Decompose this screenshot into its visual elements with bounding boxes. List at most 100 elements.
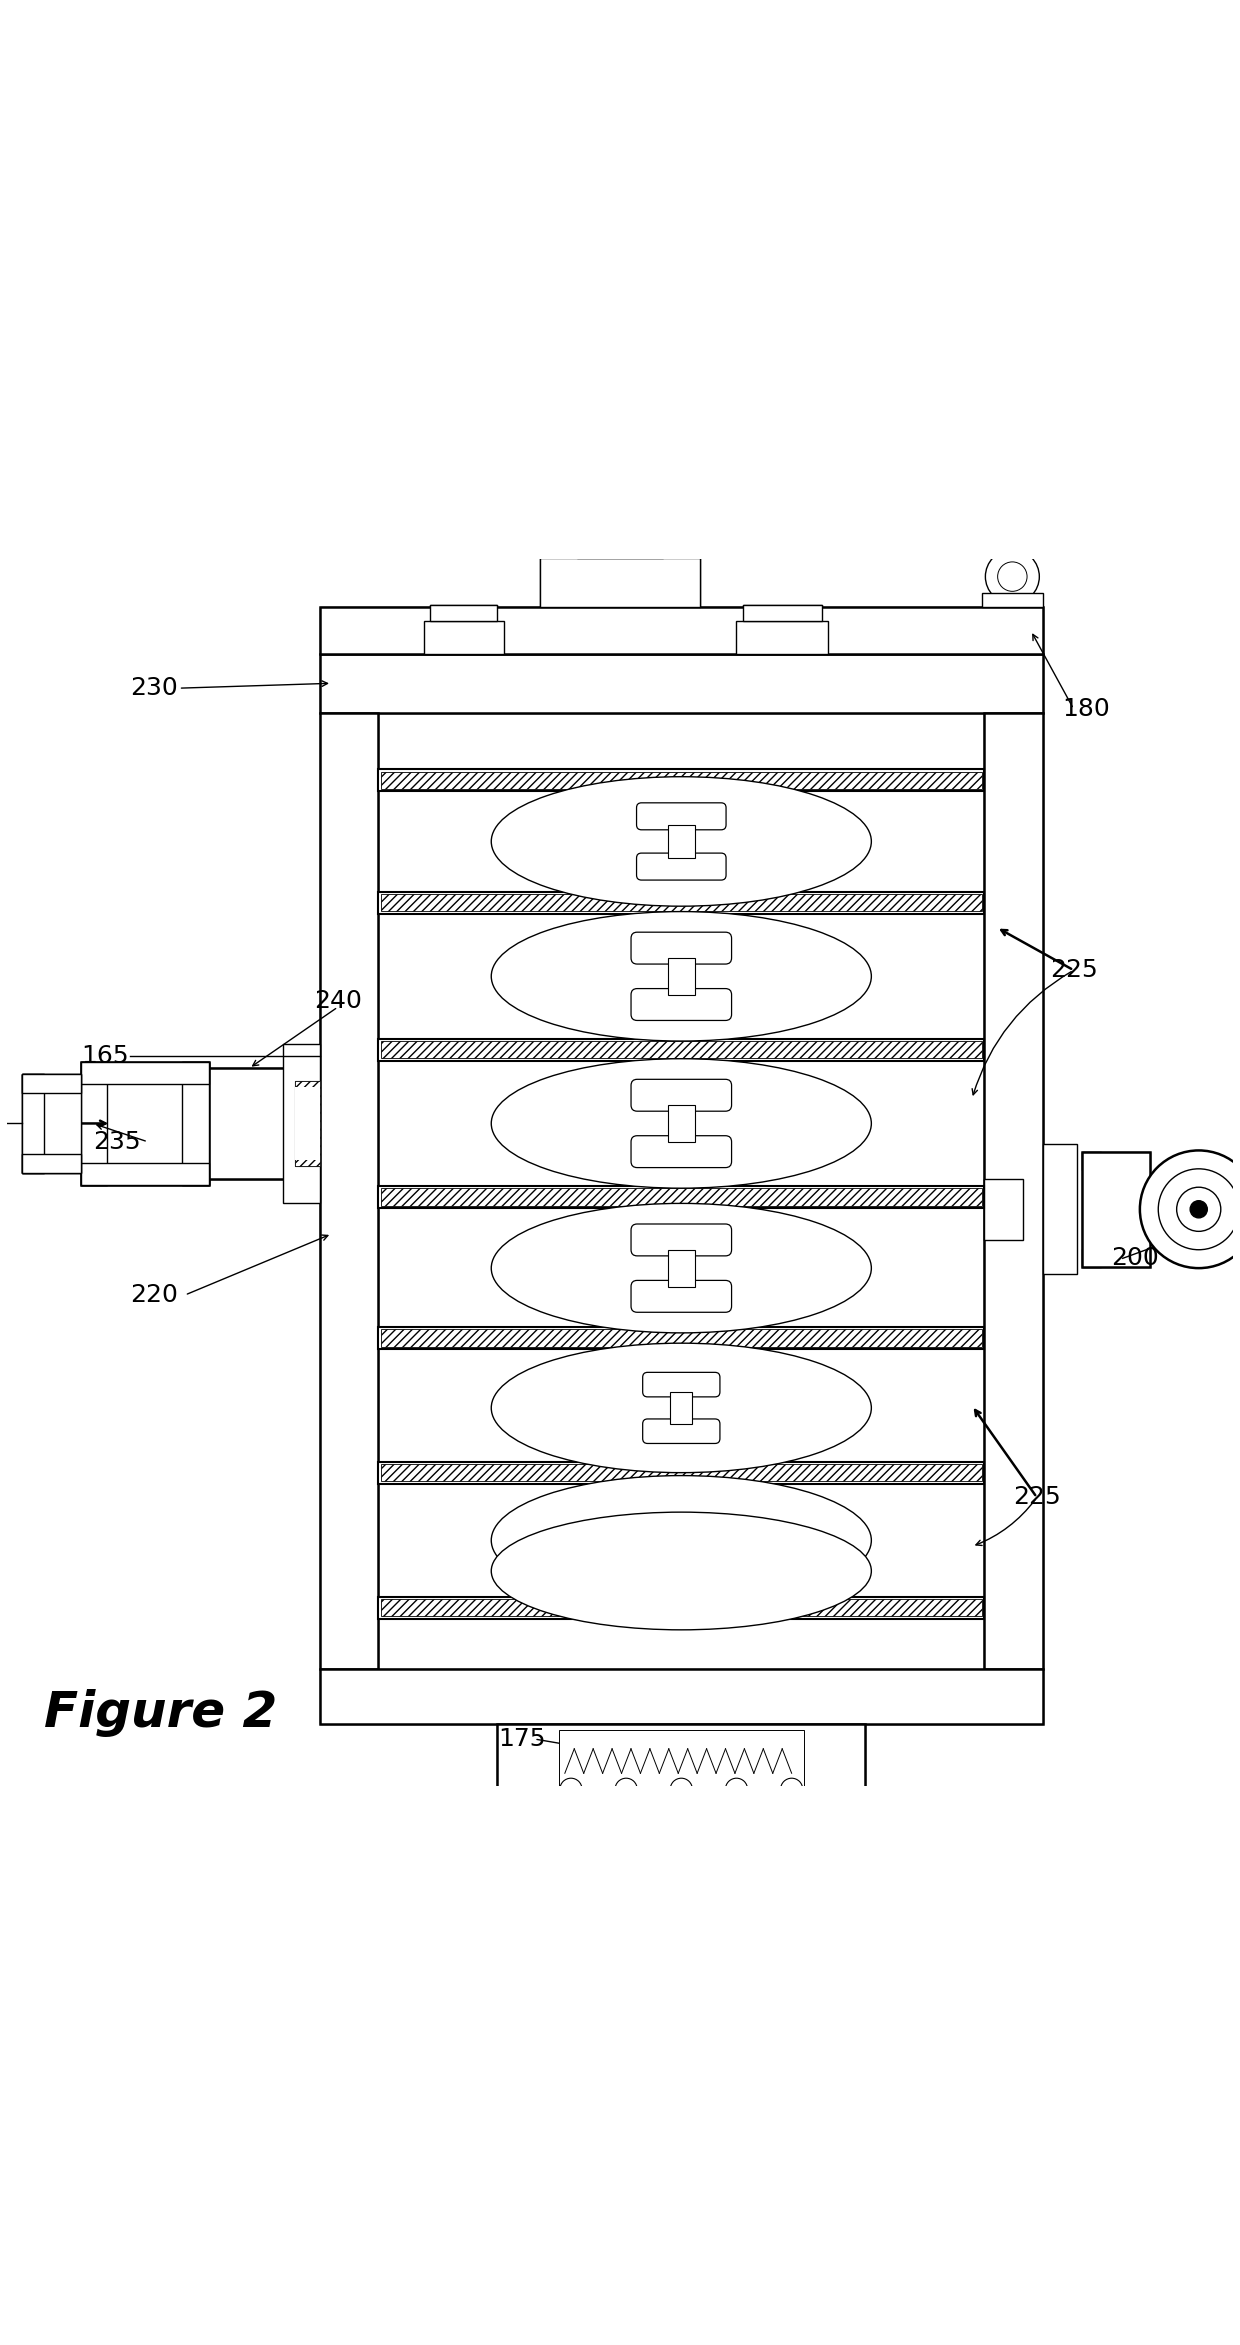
Circle shape (986, 549, 1039, 603)
Bar (320, 607, 1043, 654)
Circle shape (1177, 1187, 1221, 1231)
Bar (430, 1808, 460, 1822)
FancyBboxPatch shape (631, 1280, 732, 1313)
FancyBboxPatch shape (631, 1079, 732, 1112)
Bar (424, 621, 503, 654)
Bar (1045, 1147, 1075, 1271)
Bar (378, 1039, 985, 1060)
Bar (182, 1062, 210, 1184)
Bar (424, 621, 503, 654)
Ellipse shape (491, 912, 872, 1041)
Text: 175: 175 (498, 1726, 546, 1752)
Bar (283, 1044, 320, 1203)
FancyBboxPatch shape (636, 802, 727, 830)
Bar (378, 769, 985, 790)
Bar (982, 593, 1043, 607)
Bar (320, 607, 1043, 654)
FancyBboxPatch shape (631, 1224, 732, 1257)
Bar (985, 713, 1043, 1670)
Bar (285, 1046, 317, 1201)
Bar (985, 1180, 1023, 1241)
Bar (381, 772, 982, 788)
Bar (1043, 1144, 1078, 1273)
Bar (378, 713, 985, 1670)
Ellipse shape (577, 521, 663, 542)
Bar (320, 654, 1043, 713)
Bar (21, 1074, 81, 1093)
Text: 235: 235 (93, 1130, 141, 1154)
Bar (430, 605, 497, 621)
Bar (497, 1724, 866, 1803)
Ellipse shape (491, 1058, 872, 1189)
Bar (541, 558, 699, 607)
Bar (21, 1074, 81, 1093)
Bar (381, 893, 982, 912)
Bar (21, 1154, 81, 1172)
FancyBboxPatch shape (631, 1135, 732, 1168)
Bar (430, 605, 497, 621)
Bar (1083, 1151, 1149, 1170)
Bar (743, 605, 822, 621)
Bar (320, 713, 378, 1670)
Text: 220: 220 (130, 1283, 179, 1306)
Bar (381, 1189, 982, 1205)
Bar (1083, 1151, 1149, 1266)
Ellipse shape (491, 1203, 872, 1332)
Bar (541, 558, 699, 607)
Bar (1083, 1248, 1149, 1266)
Bar (463, 1806, 899, 1824)
Bar (668, 1250, 694, 1287)
Bar (320, 654, 1043, 713)
Bar (320, 713, 378, 1670)
Bar (81, 1062, 108, 1184)
Bar (668, 1104, 694, 1142)
Bar (21, 1074, 43, 1172)
Ellipse shape (491, 1475, 872, 1604)
Bar (668, 825, 694, 858)
Bar (81, 1062, 108, 1184)
Bar (203, 1069, 295, 1180)
Bar (901, 1808, 932, 1822)
Text: 200: 200 (1111, 1245, 1159, 1271)
Text: 165: 165 (82, 1044, 129, 1067)
Text: 240: 240 (314, 990, 362, 1013)
Bar (295, 1081, 320, 1165)
FancyBboxPatch shape (631, 933, 732, 964)
Bar (81, 1163, 210, 1184)
Bar (81, 1062, 210, 1083)
Bar (497, 1724, 866, 1803)
Bar (295, 1081, 320, 1165)
Bar (81, 1062, 210, 1184)
Circle shape (1158, 1168, 1239, 1250)
Bar (203, 1069, 295, 1180)
Bar (378, 1187, 985, 1208)
Ellipse shape (491, 1513, 872, 1630)
Circle shape (1190, 1201, 1208, 1217)
Circle shape (781, 1778, 802, 1801)
Bar (81, 1062, 210, 1083)
Bar (671, 1393, 692, 1423)
FancyBboxPatch shape (631, 990, 732, 1020)
Bar (985, 713, 1043, 1670)
Circle shape (560, 1778, 582, 1801)
Text: 230: 230 (130, 675, 179, 701)
Bar (81, 1163, 210, 1184)
Bar (182, 1062, 210, 1184)
Ellipse shape (491, 1344, 872, 1473)
Bar (559, 1731, 804, 1799)
Bar (577, 532, 663, 558)
Bar (378, 1327, 985, 1348)
Bar (460, 1803, 901, 1827)
Bar (381, 1330, 982, 1346)
FancyBboxPatch shape (636, 854, 727, 879)
Bar (21, 1074, 43, 1172)
Bar (21, 1074, 81, 1172)
Bar (668, 957, 694, 994)
Bar (381, 1041, 982, 1058)
Bar (737, 621, 828, 654)
Bar (21, 1154, 81, 1172)
Bar (560, 542, 680, 546)
Text: 225: 225 (1050, 959, 1097, 983)
Bar (1083, 1151, 1101, 1266)
Circle shape (998, 563, 1027, 591)
